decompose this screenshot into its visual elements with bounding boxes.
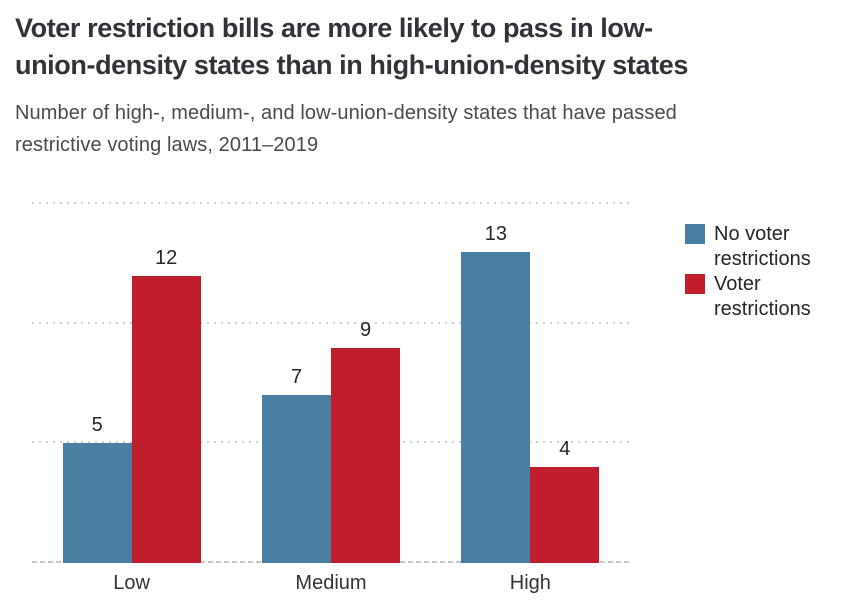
- chart-title-line-1: Voter restriction bills are more likely …: [15, 13, 653, 43]
- bar-value-label-voter-restrictions-high: 4: [559, 438, 571, 460]
- bar-voter-restrictions-medium: [331, 348, 400, 563]
- bar-value-label-no-voter-restrictions-low: 5: [91, 414, 103, 436]
- legend-label: Voter restrictions: [714, 273, 811, 320]
- x-axis-label-high: High: [509, 572, 551, 594]
- chart-subtitle-line-2: restrictive voting laws, 2011–2019: [15, 134, 319, 156]
- plot-area: 5 12 Low 7 9 Medium 13 4 High: [32, 190, 630, 594]
- legend-swatch-icon: [685, 224, 705, 244]
- chart-subtitle-line-1: Number of high-, medium-, and low-union-…: [15, 102, 677, 124]
- bar-no-voter-restrictions-low: [62, 443, 132, 563]
- chart-title: Voter restriction bills are more likely …: [15, 10, 688, 84]
- legend-item-voter-restrictions: Voter restrictions: [685, 272, 834, 322]
- gridline-15: [32, 202, 630, 204]
- chart-subtitle: Number of high-, medium-, and low-union-…: [15, 97, 677, 161]
- x-axis-label-medium: Medium: [295, 572, 367, 594]
- legend-swatch-icon: [685, 274, 705, 294]
- x-axis-label-low: Low: [113, 572, 151, 594]
- bar-no-voter-restrictions-high: [461, 252, 531, 563]
- legend-item-no-voter-restrictions: No voter restrictions: [685, 222, 834, 272]
- legend: No voter restrictions Voter restrictions: [685, 222, 834, 322]
- bar-no-voter-restrictions-medium: [262, 395, 331, 563]
- legend-label: No voter restrictions: [714, 223, 811, 270]
- bar-value-label-no-voter-restrictions-high: 13: [484, 223, 507, 245]
- bar-value-label-voter-restrictions-medium: 9: [359, 319, 372, 341]
- bar-voter-restrictions-high: [530, 467, 600, 563]
- gridline-10: [32, 321, 630, 324]
- bar-value-label-voter-restrictions-low: 12: [155, 247, 178, 269]
- bar-value-label-no-voter-restrictions-medium: 7: [290, 366, 303, 388]
- bar-voter-restrictions-low: [131, 276, 201, 563]
- chart-title-line-2: union-density states than in high-union-…: [15, 50, 688, 80]
